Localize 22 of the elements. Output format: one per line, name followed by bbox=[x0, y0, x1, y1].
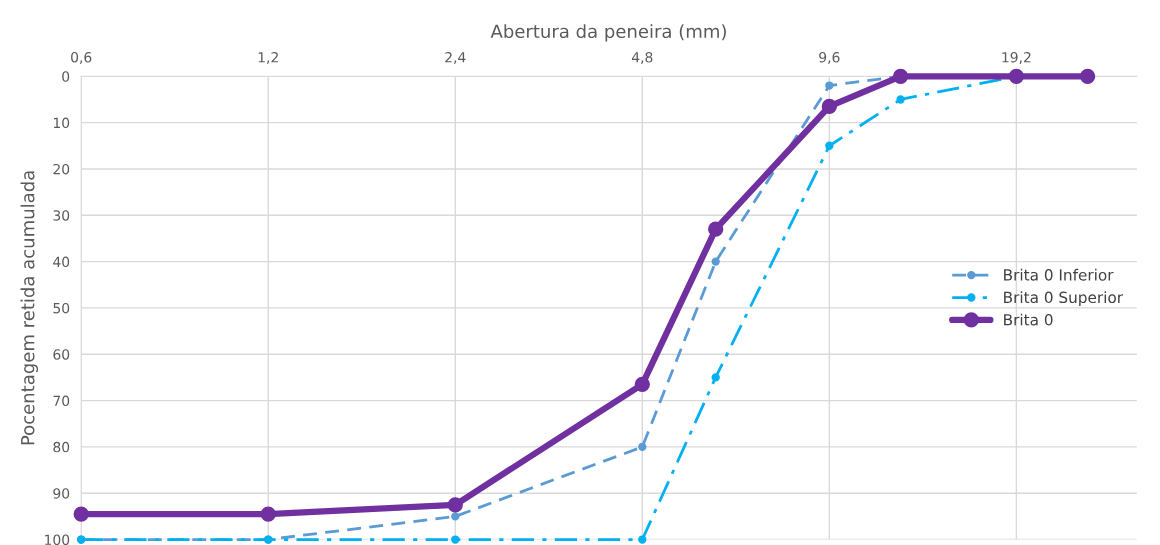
y-tick-label: 0 bbox=[62, 71, 70, 82]
legend-label: Brita 0 bbox=[1004, 313, 1053, 326]
x-tick-label: 9,6 bbox=[819, 51, 840, 64]
y-tick-label: 20 bbox=[53, 163, 70, 175]
y-tick-label: 70 bbox=[53, 395, 70, 407]
legend-label: Brita 0 Superior bbox=[1004, 291, 1124, 307]
y-tick-label: 50 bbox=[53, 302, 70, 314]
y-tick-label: 100 bbox=[45, 534, 70, 545]
x-axis-title: Abertura da peneira (mm) bbox=[490, 24, 726, 42]
y-tick-label: 40 bbox=[53, 256, 70, 268]
x-tick-label: 19,2 bbox=[1002, 51, 1031, 64]
y-axis-title: Pocentagem retida acumulada bbox=[20, 171, 39, 445]
legend-label: Brita 0 Inferior bbox=[1004, 268, 1114, 281]
x-tick-label: 2,4 bbox=[445, 51, 466, 64]
y-tick-label: 60 bbox=[53, 349, 70, 360]
y-tick-label: 90 bbox=[53, 488, 70, 499]
x-tick-label: 1,2 bbox=[258, 51, 278, 64]
x-tick-label: 0,6 bbox=[71, 51, 92, 64]
x-tick-label: 4,8 bbox=[631, 51, 653, 64]
y-tick-label: 10 bbox=[53, 117, 70, 129]
y-tick-label: 80 bbox=[53, 441, 70, 453]
y-tick-label: 30 bbox=[53, 210, 70, 221]
